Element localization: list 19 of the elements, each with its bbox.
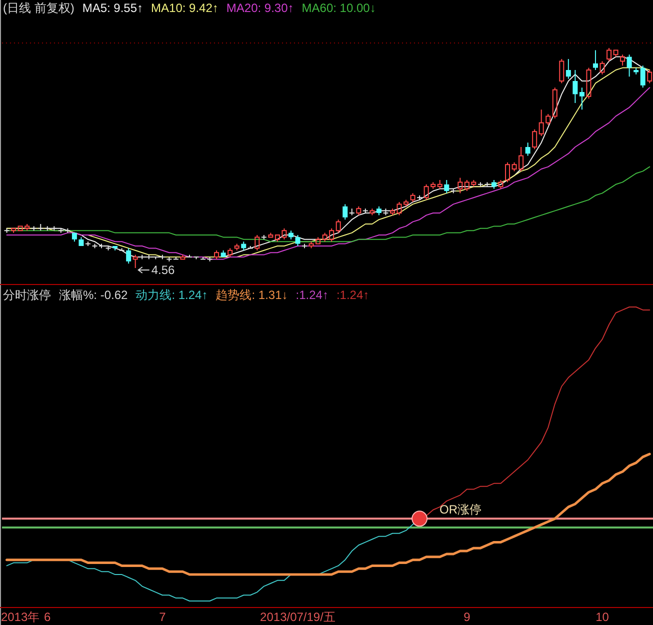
annotation: 涨幅%: -0.62 — [59, 288, 128, 302]
series-name: MA20: 9.30↑ — [226, 1, 294, 15]
series-label: OR涨停 — [440, 502, 482, 517]
x-tick-label: 6 — [44, 610, 51, 624]
series-name: 动力线: 1.24↑ — [136, 288, 208, 302]
series-name: MA10: 9.42↑ — [151, 1, 218, 15]
annotation: :1.24↑ — [296, 288, 328, 302]
title: (日线 前复权) — [3, 1, 74, 15]
x-tick-label: 10 — [596, 610, 609, 624]
x-tick-label: 7 — [159, 610, 166, 624]
annotation: 4.56 — [151, 263, 175, 277]
series-name: :1.24↑ — [336, 288, 370, 302]
x-tick-label: 2013/07/19/五 — [260, 610, 336, 624]
title: 分时涨停 — [3, 288, 51, 302]
series-name: MA60: 10.00↓ — [302, 1, 376, 15]
x-tick-label: 9 — [464, 610, 470, 624]
series-name: MA5: 9.55↑ — [82, 1, 144, 15]
series-name: 趋势线: 1.31↓ — [216, 288, 288, 302]
x-tick-label: 2013年 — [0, 610, 40, 624]
